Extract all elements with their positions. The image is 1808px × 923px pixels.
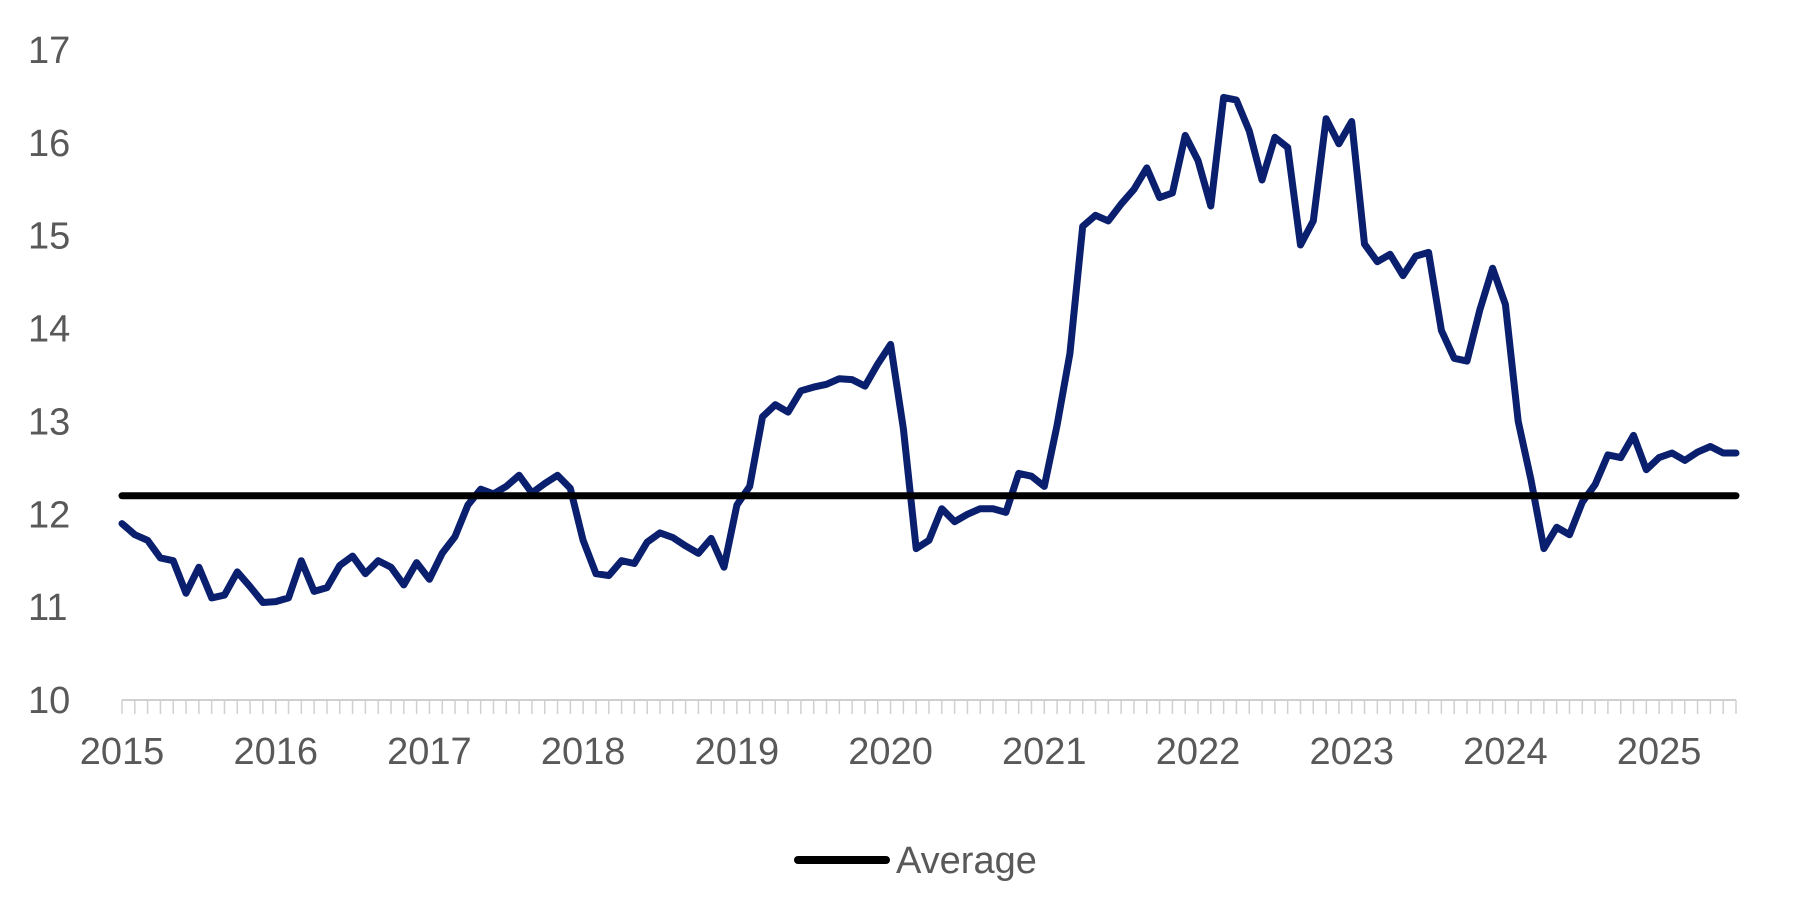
x-tick-label: 2024 — [1463, 731, 1548, 773]
y-tick-label: 16 — [28, 123, 70, 165]
legend-label: Average — [896, 840, 1037, 882]
series-layer — [118, 93, 1740, 606]
x-tick-label: 2016 — [233, 731, 318, 773]
x-tick-label: 2018 — [541, 731, 626, 773]
x-tick-label: 2021 — [1002, 731, 1087, 773]
y-tick-label: 11 — [28, 587, 67, 629]
x-tick-label: 2023 — [1309, 731, 1394, 773]
x-tick-label: 2019 — [695, 731, 780, 773]
y-tick-label: 17 — [28, 30, 70, 72]
legend: Average — [794, 840, 1037, 882]
x-tick-label: 2020 — [848, 731, 933, 773]
x-tick-label: 2025 — [1617, 731, 1702, 773]
y-axis: 10 11 12 13 14 15 16 17 — [28, 30, 70, 722]
x-tick-label: 2017 — [387, 731, 472, 773]
y-tick-label: 10 — [28, 680, 70, 722]
y-tick-label: 14 — [28, 309, 70, 351]
x-tick-label: 2022 — [1156, 731, 1241, 773]
series-line — [118, 93, 1740, 606]
y-tick-label: 15 — [28, 216, 70, 258]
y-tick-label: 13 — [28, 401, 70, 443]
y-tick-label: 12 — [28, 494, 70, 536]
x-tick-label: 2015 — [80, 731, 165, 773]
x-axis: 2015 2016 2017 2018 2019 2020 2021 2022 2023 2024… — [80, 699, 1737, 773]
